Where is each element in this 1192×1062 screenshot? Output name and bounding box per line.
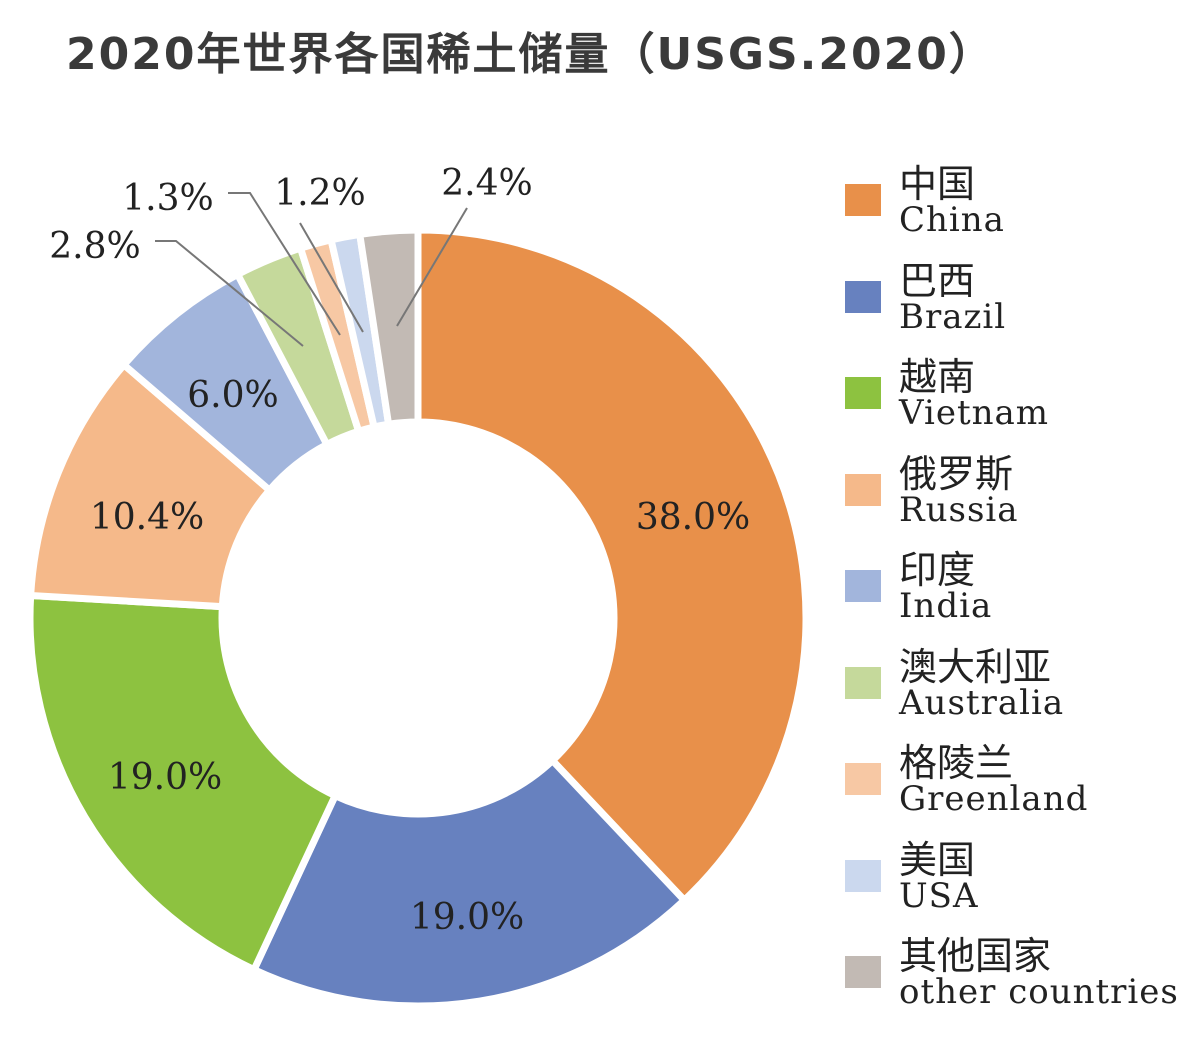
data-label: 2.4% [441,163,532,204]
legend-label-zh: 俄罗斯 [899,451,1014,496]
legend-label-zh: 格陵兰 [899,741,1014,785]
data-label: 10.4% [90,497,204,538]
data-label: 6.0% [187,375,278,416]
legend-swatch [845,570,881,602]
legend-swatch [845,666,881,699]
data-label: 19.0% [410,897,524,938]
legend-label-zh: 越南 [899,355,976,399]
leader-line [396,207,468,327]
slice-china [414,226,810,906]
legend-label-zh: 美国 [899,837,976,882]
slice-brazil [249,755,690,1010]
data-label: 38.0% [636,497,750,538]
leader-line [228,192,341,336]
legend-label-en: Vietnam [899,393,1050,433]
data-label: 1.2% [274,173,365,214]
legend-label-en: Greenland [899,779,1089,819]
legend-swatch [845,859,881,892]
donut-chart: 38.0% 19.0% 19.0% 10.4% 6.0% 2.8% 1.3% 1.2% 2.4% [26,163,810,1010]
legend-label-zh: 其他国家 [899,934,1052,978]
legend-label-en: India [899,586,993,626]
data-label: 1.3% [122,178,213,219]
chart-title: 2020年世界各国稀土储量（USGS.2020） [66,29,995,80]
legend-swatch [845,956,881,988]
legend-swatch [845,184,881,216]
slice-russia [26,359,275,611]
legend-swatch [845,473,881,506]
legend-label-en: other countries [899,972,1179,1012]
legend-label-zh: 印度 [899,548,976,592]
legend-label-en: Australia [899,682,1065,723]
legend-label-en: USA [899,875,979,916]
legend-label-zh: 中国 [899,162,976,206]
legend-label-en: China [899,200,1005,240]
legend-swatch [845,377,881,409]
data-label: 19.0% [108,757,222,798]
slice-vietnam [26,591,340,975]
slice-other-countries [355,226,422,429]
legend-swatch [845,763,881,795]
data-label: 2.8% [49,226,140,267]
legend-label-zh: 巴西 [899,258,976,303]
legend-swatch [845,280,881,313]
leader-line [299,222,364,333]
leader-line [155,240,304,347]
legend-label-en: Russia [899,489,1019,530]
legend-label-zh: 澳大利亚 [899,644,1052,689]
legend-label-en: Brazil [899,296,1007,337]
